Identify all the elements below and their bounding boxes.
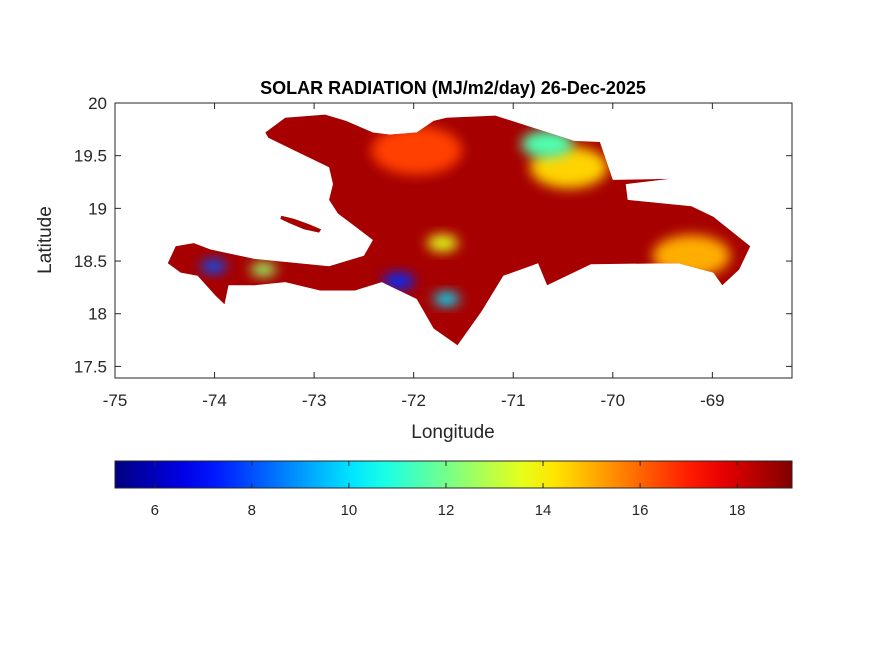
x-tick-label: -71 xyxy=(501,391,526,410)
y-tick-label: 20 xyxy=(88,94,107,113)
map-region-southwest-peninsula-mid xyxy=(250,262,277,277)
map-region-north-central xyxy=(371,126,462,175)
map-region-southwest-peninsula xyxy=(200,259,227,274)
chart-title: SOLAR RADIATION (MJ/m2/day) 26-Dec-2025 xyxy=(260,78,646,98)
x-tick-label: -74 xyxy=(202,391,227,410)
colorbar: 6 8 10 12 14 16 18 xyxy=(114,460,793,519)
map-region-sierra-de-bahoruco xyxy=(433,292,460,306)
radiation-map xyxy=(167,114,751,346)
x-tick-label: -69 xyxy=(700,391,725,410)
plot-area xyxy=(167,114,751,346)
y-axis-label: Latitude xyxy=(35,206,56,274)
colorbar-tick-label: 6 xyxy=(151,502,159,519)
map-region-northeast-coast xyxy=(521,130,573,159)
y-tick-label: 18.5 xyxy=(74,252,107,271)
map-region-east xyxy=(652,234,731,277)
colorbar-tick-label: 16 xyxy=(632,502,649,519)
x-tick-label: -73 xyxy=(302,391,327,410)
x-tick-label: -70 xyxy=(601,391,626,410)
colorbar-tick-label: 8 xyxy=(248,502,256,519)
x-tick-label: -72 xyxy=(401,391,426,410)
y-tick-label: 19 xyxy=(88,199,107,218)
map-region-central-highlands xyxy=(427,234,459,252)
colorbar-ticks: 6 8 10 12 14 16 18 xyxy=(151,461,746,519)
x-tick-label: -75 xyxy=(103,391,128,410)
colorbar-tick-label: 12 xyxy=(438,502,455,519)
x-axis: -75 -74 -73 -72 -71 -70 -69 xyxy=(103,103,725,410)
y-tick-label: 17.5 xyxy=(74,357,107,376)
map-region-massif-de-la-selle xyxy=(383,272,415,290)
axes-box xyxy=(114,102,793,379)
y-axis: 17.5 18 18.5 19 19.5 20 xyxy=(74,94,792,376)
colorbar-tick-label: 14 xyxy=(535,502,552,519)
y-tick-label: 19.5 xyxy=(74,147,107,166)
y-tick-label: 18 xyxy=(88,305,107,324)
x-axis-label: Longitude xyxy=(411,422,494,443)
colorbar-gradient xyxy=(114,460,793,489)
colorbar-tick-label: 10 xyxy=(341,502,358,519)
colorbar-tick-label: 18 xyxy=(729,502,746,519)
